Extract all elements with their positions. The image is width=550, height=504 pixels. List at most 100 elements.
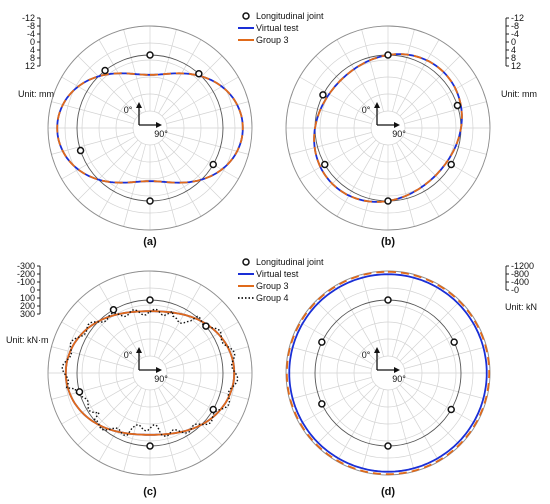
panel-d-series xyxy=(285,270,491,476)
panel-c-scale-tick-label: 300 xyxy=(20,309,35,319)
panel-a-grid-spoke xyxy=(164,136,239,180)
panel-c-grid-spoke xyxy=(61,321,136,365)
panel-a-joint-marker xyxy=(101,66,109,75)
panel-c-grid xyxy=(47,270,253,476)
panel-a-series-group-3 xyxy=(56,72,244,184)
panel-b-grid-spoke xyxy=(404,132,487,155)
panel-a-grid-spoke xyxy=(98,39,142,114)
panel-d-grid-spoke xyxy=(396,284,440,359)
panel-b-scale-tick-label: -4 xyxy=(511,29,519,39)
panel-c-series-group-3 xyxy=(64,310,236,436)
panel-c-grid-spoke xyxy=(166,377,249,400)
panel-a-grid-spoke xyxy=(166,132,249,155)
panel-c-grid-spoke xyxy=(161,300,223,362)
panel-d-series-virtual-test xyxy=(288,273,488,473)
panel-b-grid-spoke xyxy=(392,29,415,112)
panel-c-angle-label-zero: 0° xyxy=(124,350,133,360)
panel-d-joint-marker xyxy=(450,338,458,346)
panel-a-joint-marker xyxy=(146,197,154,205)
panel-d-scale-tick-label: -800 xyxy=(511,269,529,279)
panel-a-grid-spoke xyxy=(154,144,177,227)
panel-d-grid-spoke xyxy=(336,284,380,359)
panel-a-grid-spoke xyxy=(164,76,239,120)
panel-a-grid-spoke xyxy=(161,139,223,201)
panel-b-scale-tick-label: -8 xyxy=(511,21,519,31)
panel-b-grid-spoke xyxy=(392,144,415,227)
panel-c-label: (c) xyxy=(143,486,157,498)
panel-d-axes: 0° 90° xyxy=(362,347,406,384)
panel-a-grid-spoke xyxy=(77,139,139,201)
panel-a-grid-spoke xyxy=(61,76,136,120)
panel-d-grid-spoke xyxy=(404,377,487,400)
panel-d-joint-marker xyxy=(318,400,326,408)
panel-a-scale-tick-label: 12 xyxy=(25,61,35,71)
panel-d: 0° 90° -1200-800-400-0 Unit: kN (d) xyxy=(285,261,537,498)
panel-c-joint-marker xyxy=(209,405,217,414)
panel-b-axis-ninety-arrowhead xyxy=(394,122,400,128)
panel-a-joint-marker xyxy=(146,51,154,59)
panel-c-grid-spoke xyxy=(51,346,134,369)
panel-b-scale-tick-label: 4 xyxy=(511,45,516,55)
panel-b-joint-marker xyxy=(384,197,392,205)
panel-a-angle-label-zero: 0° xyxy=(124,105,133,115)
panel-a-grid-spoke xyxy=(51,132,134,155)
panel-b-grid-spoke xyxy=(399,139,461,201)
panel-b-joint-marker xyxy=(321,160,329,169)
panel-c-grid-spoke xyxy=(61,381,136,425)
panel-b-unit-label: Unit: mm xyxy=(501,89,537,99)
panel-b-joint-marker xyxy=(447,160,455,169)
panel-b-grid-spoke xyxy=(289,101,372,124)
panel-c-series xyxy=(61,308,239,438)
panel-c-joint-marker xyxy=(146,442,154,450)
panel-a-grid-spoke xyxy=(51,101,134,124)
panel-c-grid-spoke xyxy=(161,384,223,446)
panel-d-axis-ninety-arrowhead xyxy=(394,367,400,373)
panel-a-outer-rim xyxy=(47,25,253,231)
panel-b-grid-spoke xyxy=(399,55,461,117)
panel-b-grid-ring xyxy=(370,110,406,146)
panel-d-scale-tick-label: -1200 xyxy=(511,261,534,271)
panel-a-scale-tick-label: -12 xyxy=(22,13,35,23)
panel-a-scale-tick-label: -4 xyxy=(27,29,35,39)
panel-d-scale: -1200-800-400-0 xyxy=(505,261,534,295)
panel-d-grid-spoke xyxy=(299,381,374,425)
panel-a-grid-spoke xyxy=(161,55,223,117)
panel-c-joints xyxy=(75,296,217,450)
panel-d-grid-spoke xyxy=(289,346,372,369)
panel-a-scale-tick-label: -8 xyxy=(27,21,35,31)
panel-d-grid-spoke xyxy=(361,389,384,472)
panel-d-joint-marker xyxy=(384,296,392,304)
panel-c-scale-tick-label: -200 xyxy=(17,269,35,279)
panel-d-joint-marker xyxy=(384,442,392,450)
panel-c-grid-ring xyxy=(132,355,168,391)
panel-a-scale-tick-label: 8 xyxy=(30,53,35,63)
panel-a-label: (a) xyxy=(143,236,157,248)
panel-c-grid-spoke xyxy=(158,387,202,462)
panel-b-joint-marker xyxy=(319,91,327,99)
panel-b-grid-spoke xyxy=(396,39,440,114)
panel-c-grid-spoke xyxy=(123,274,146,357)
panel-c-grid-spoke xyxy=(98,387,142,462)
panel-b-label: (b) xyxy=(381,236,395,248)
panel-d-grid-spoke xyxy=(399,300,461,362)
panel-c-grid-spoke xyxy=(166,346,249,369)
panel-d-grid-spoke xyxy=(392,274,415,357)
panel-d-angle-label-ninety: 90° xyxy=(392,374,406,384)
panel-c-grid-spoke xyxy=(164,321,239,365)
panel-d-joint-marker xyxy=(318,338,326,346)
panel-b-grid-spoke xyxy=(402,136,477,180)
panel-c-grid-spoke xyxy=(51,377,134,400)
panel-a-grid-spoke xyxy=(98,142,142,217)
legend-a: Longitudinal joint Virtual test Group 3 xyxy=(238,11,324,45)
panel-d-grid-spoke xyxy=(289,377,372,400)
panel-c-joint-marker xyxy=(75,388,84,396)
panel-c-joint-marker xyxy=(202,322,210,330)
panel-b-grid-spoke xyxy=(289,132,372,155)
legend-a-group3-label: Group 3 xyxy=(256,35,289,45)
panel-c-axes: 0° 90° xyxy=(124,347,168,384)
